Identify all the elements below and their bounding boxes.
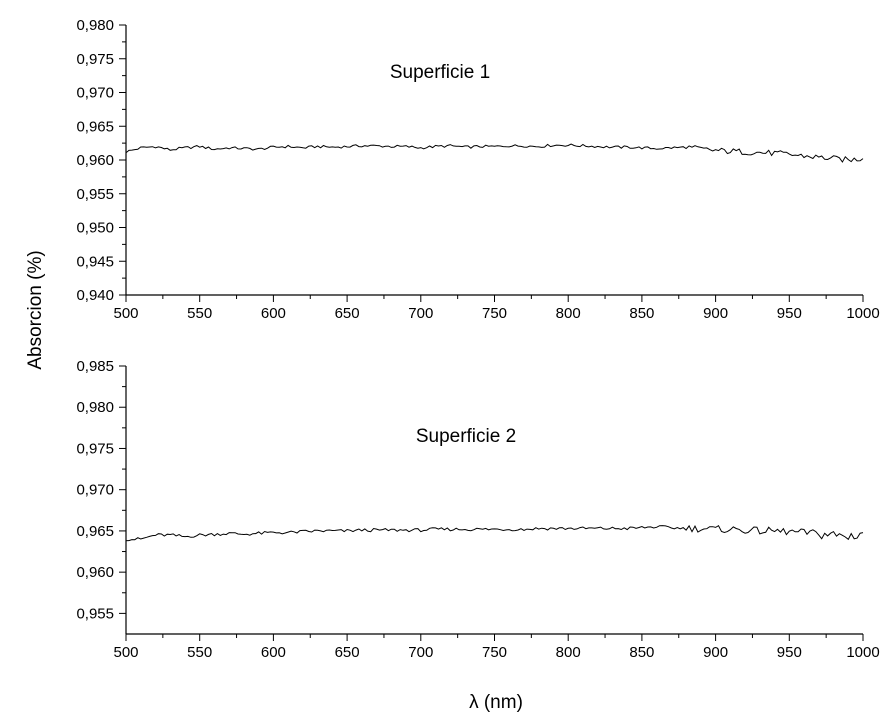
x-tick-label: 1000: [846, 305, 879, 322]
x-tick-label: 500: [113, 305, 138, 322]
x-tick-label: 700: [408, 644, 433, 661]
series-line: [125, 143, 864, 163]
x-tick-label: 900: [703, 644, 728, 661]
series-line: [125, 524, 864, 542]
panel-annotation: Superficie 2: [416, 426, 516, 447]
x-tick-label: 750: [482, 644, 507, 661]
y-tick-label: 0,975: [76, 51, 114, 68]
y-tick-label: 0,970: [76, 482, 114, 499]
y-tick-label: 0,970: [76, 85, 114, 102]
x-tick-label: 950: [777, 305, 802, 322]
y-tick-label: 0,955: [76, 605, 114, 622]
x-tick-label: 700: [408, 305, 433, 322]
x-tick-label: 650: [335, 644, 360, 661]
x-tick-label: 900: [703, 305, 728, 322]
x-axis-title: λ (nm): [469, 692, 523, 713]
x-tick-label: 650: [335, 305, 360, 322]
panel-superficie-2: 0,955 0,960 0,965 0,970 0,975 0,980 0,985 500 55…: [76, 358, 879, 661]
y-tick-label: 0,965: [76, 118, 114, 135]
x-tick-label: 1000: [846, 644, 879, 661]
x-tick-label: 950: [777, 644, 802, 661]
y-tick-label: 0,960: [76, 564, 114, 581]
y-tick-label: 0,980: [76, 17, 114, 34]
x-tick-label: 800: [556, 305, 581, 322]
y-tick-label: 0,985: [76, 358, 114, 375]
y-tick-label: 0,950: [76, 220, 114, 237]
x-tick-label: 850: [629, 305, 654, 322]
y-tick-label: 0,945: [76, 253, 114, 270]
x-tick-label: 500: [113, 644, 138, 661]
y-axis-title: Absorcion (%): [25, 250, 46, 369]
y-tick-label: 0,960: [76, 152, 114, 169]
y-tick-label: 0,975: [76, 440, 114, 457]
x-tick-label: 550: [187, 305, 212, 322]
panel-superficie-1: 0,940 0,945 0,950 0,955 0,960 0,965 0,970 0,975…: [76, 17, 879, 322]
x-tick-label: 800: [556, 644, 581, 661]
x-tick-label: 600: [261, 305, 286, 322]
x-tick-label: 600: [261, 644, 286, 661]
y-tick-label: 0,940: [76, 287, 114, 304]
y-tick-label: 0,955: [76, 186, 114, 203]
y-tick-label: 0,980: [76, 399, 114, 416]
x-tick-label: 750: [482, 305, 507, 322]
y-tick-label: 0,965: [76, 523, 114, 540]
x-tick-label: 550: [187, 644, 212, 661]
panel-annotation: Superficie 1: [390, 62, 490, 83]
x-tick-label: 850: [629, 644, 654, 661]
